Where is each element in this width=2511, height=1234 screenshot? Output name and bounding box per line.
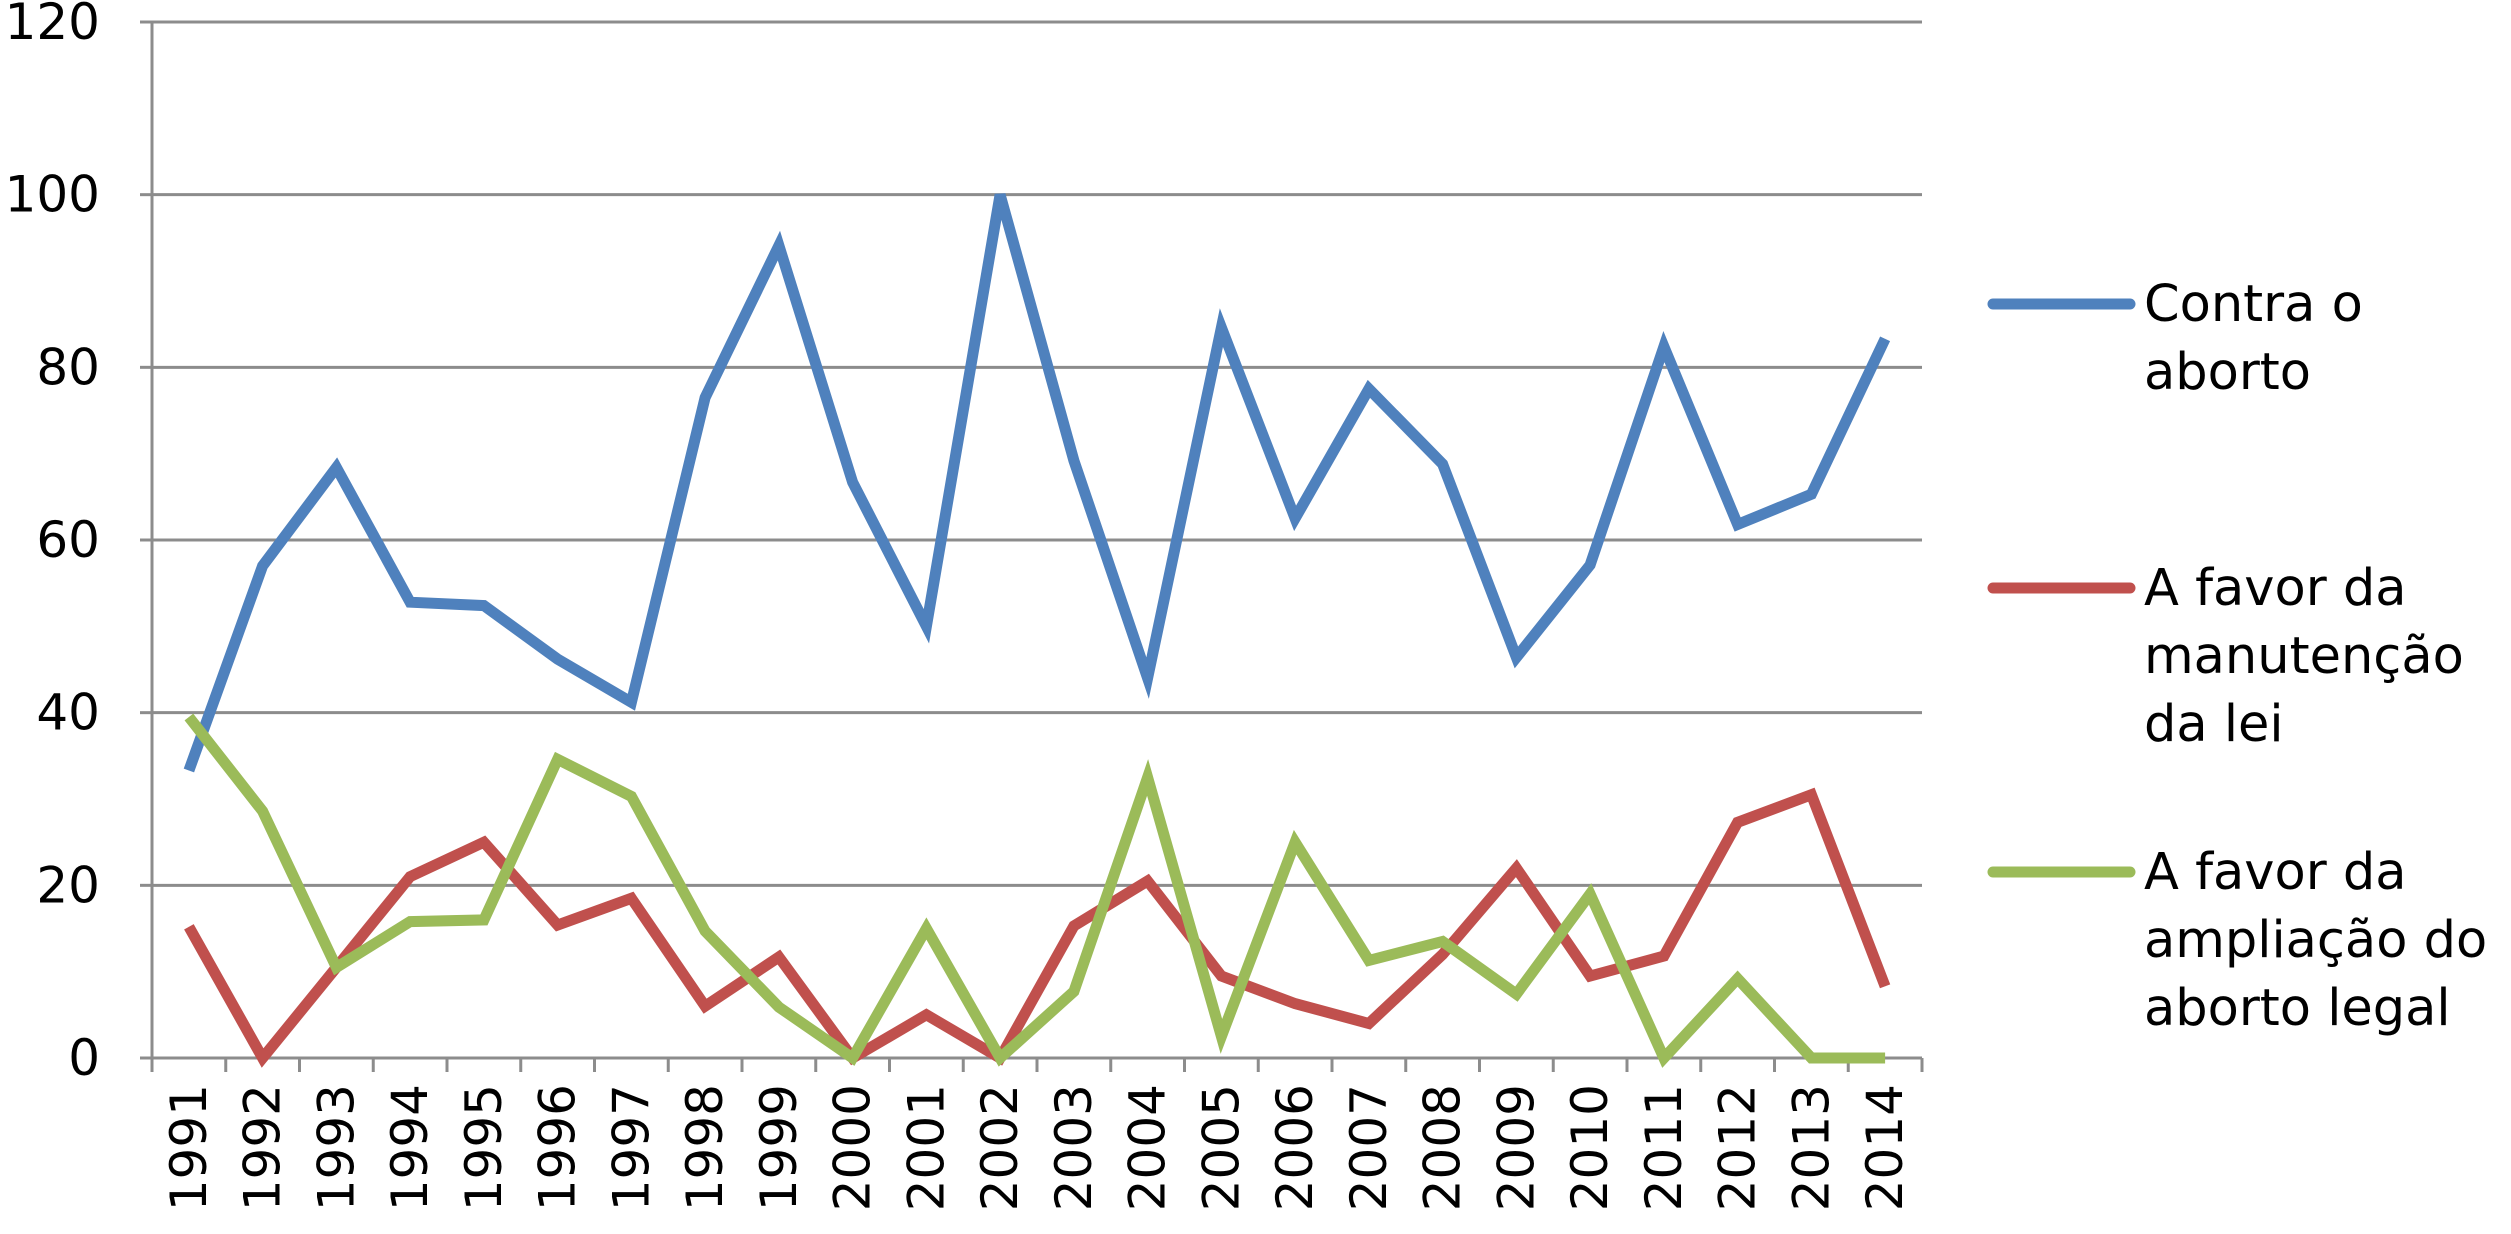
x-axis-ticks: 1991 1992 1993 1994 1995 1996 1997 1998 1999 2000… [160, 1084, 1914, 1211]
legend: Contra o aborto A favor da manutenção da lei… [1987, 275, 2487, 1038]
legend-item-2: A favor da manutenção da lei [1987, 559, 2464, 754]
x-tick-label: 2012 [1709, 1084, 1767, 1211]
legend-item-3: A favor da ampliação do aborto legal [1987, 843, 2487, 1038]
axes [140, 20, 1924, 1072]
legend-item-1: Contra o aborto [1987, 275, 2363, 402]
x-tick-label: 1999 [750, 1084, 808, 1211]
x-tick-label: 2010 [1561, 1084, 1619, 1211]
x-tick-label: 1998 [676, 1084, 734, 1211]
x-tick-label: 2005 [1192, 1084, 1250, 1211]
series-line-1 [183, 193, 1891, 773]
y-tick-label: 120 [5, 0, 100, 51]
y-tick-label: 0 [68, 1029, 100, 1087]
x-tick-label: 2014 [1856, 1084, 1914, 1211]
x-tick-label: 2000 [824, 1084, 882, 1211]
x-tick-label: 2004 [1119, 1084, 1177, 1211]
x-tick-label: 1993 [307, 1084, 365, 1211]
x-tick-label: 1991 [160, 1084, 218, 1211]
legend-label: A favor da [2144, 559, 2407, 618]
legend-label: A favor da [2144, 843, 2407, 902]
x-tick-label: 2011 [1635, 1084, 1693, 1211]
y-tick-label: 60 [36, 511, 100, 569]
x-tick-label: 2007 [1340, 1084, 1398, 1211]
y-tick-label: 100 [5, 166, 100, 224]
x-tick-label: 1994 [381, 1084, 439, 1211]
x-tick-label: 1997 [602, 1084, 660, 1211]
series-line-2 [184, 787, 1891, 1068]
y-tick-label: 80 [36, 338, 100, 396]
y-tick-label: 20 [36, 856, 100, 914]
y-tick-label: 40 [36, 684, 100, 742]
x-tick-label: 2009 [1487, 1084, 1545, 1211]
gridlines [152, 20, 1922, 887]
legend-label: ampliação do [2144, 911, 2487, 970]
x-tick-label: 1992 [234, 1084, 292, 1211]
series-line-3 [184, 713, 1886, 1068]
legend-label: manutenção [2144, 627, 2464, 686]
x-tick-label: 2002 [971, 1084, 1029, 1211]
y-axis-ticks: 0 20 40 60 80 100 120 [5, 0, 100, 1087]
series-lines [183, 193, 1891, 1068]
legend-label: aborto legal [2144, 979, 2451, 1038]
x-tick-label: 2006 [1266, 1084, 1324, 1211]
x-tick-label: 1996 [529, 1084, 587, 1211]
legend-label: aborto [2144, 343, 2311, 402]
x-tick-label: 2001 [897, 1084, 955, 1211]
x-tick-label: 1995 [455, 1084, 513, 1211]
legend-label: Contra o [2144, 275, 2363, 334]
legend-label: da lei [2144, 695, 2284, 754]
x-tick-label: 2003 [1045, 1084, 1103, 1211]
x-tick-label: 2008 [1414, 1084, 1472, 1211]
x-tick-label: 2013 [1782, 1084, 1840, 1211]
